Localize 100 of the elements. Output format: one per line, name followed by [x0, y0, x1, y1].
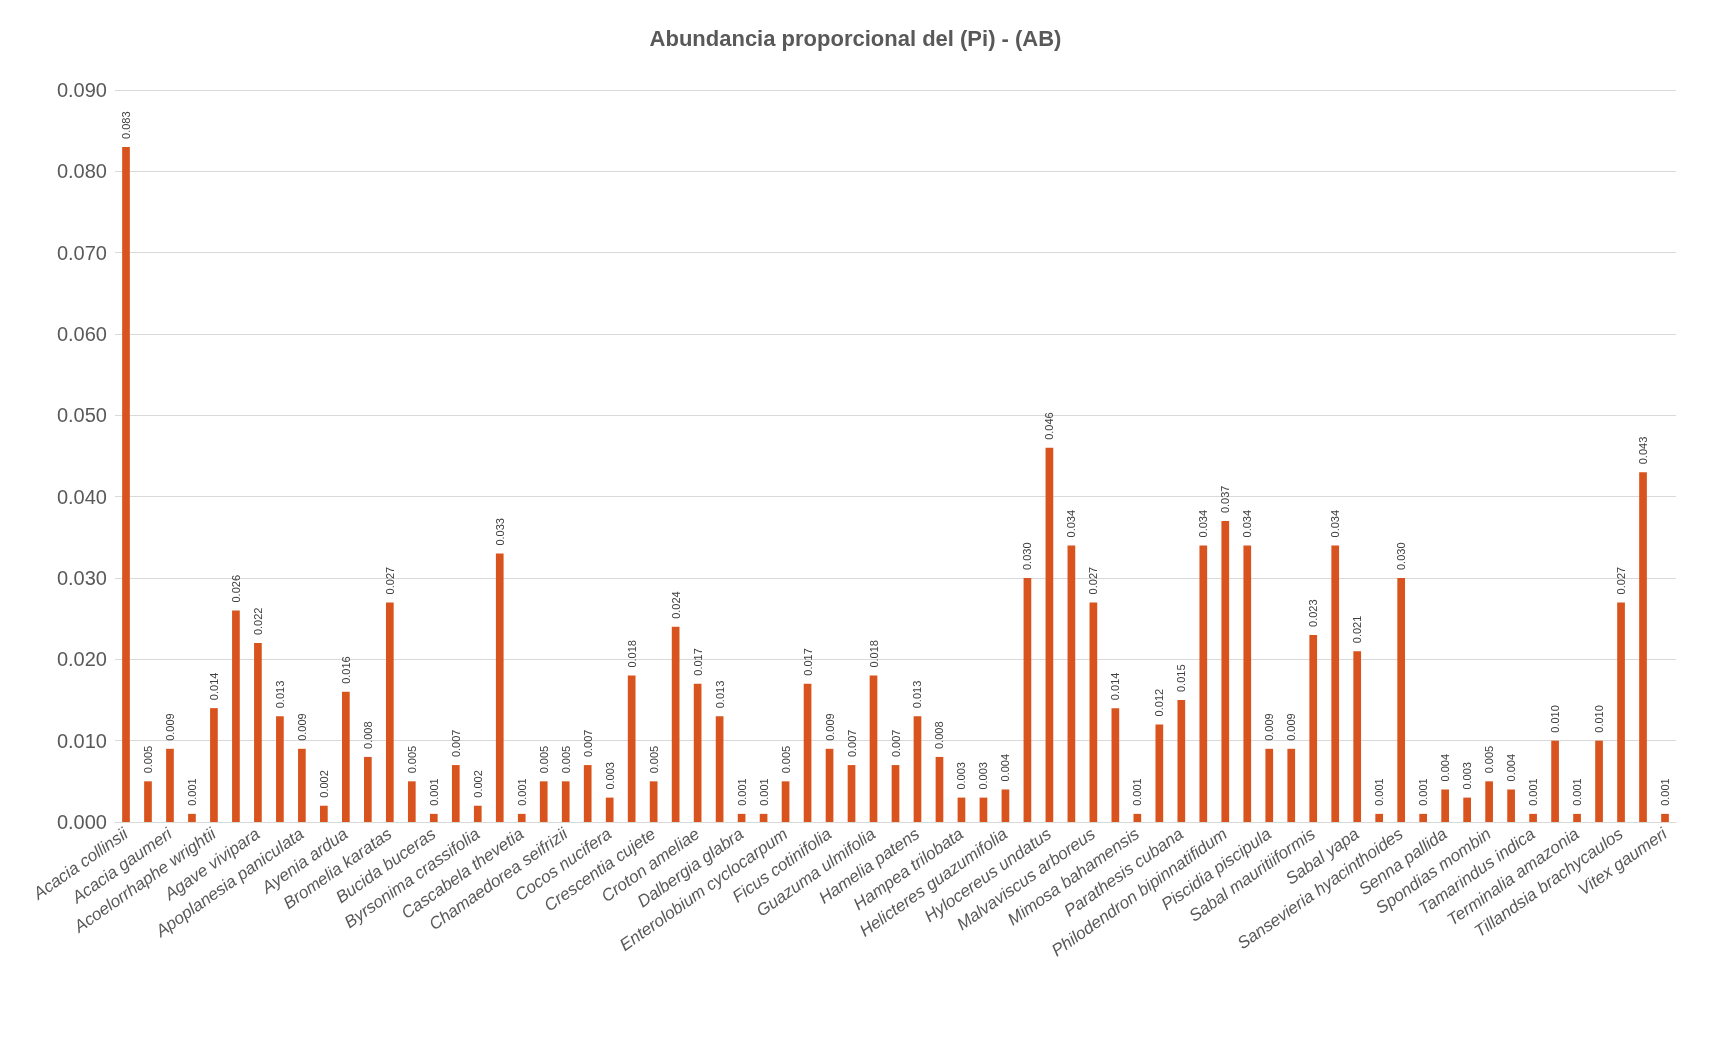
- data-label: 0.010: [1549, 705, 1562, 733]
- bar: [1265, 748, 1274, 822]
- bar: [1155, 724, 1164, 822]
- bar: [803, 683, 812, 822]
- data-label: 0.030: [1395, 542, 1408, 570]
- data-label: 0.030: [1021, 542, 1034, 570]
- data-label: 0.001: [1571, 778, 1584, 806]
- bar: [188, 813, 196, 822]
- bar: [693, 683, 702, 822]
- bar: [517, 813, 526, 822]
- data-label: 0.034: [1241, 509, 1254, 538]
- data-label: 0.007: [845, 729, 858, 758]
- data-label: 0.027: [1615, 566, 1628, 595]
- bar: [847, 765, 856, 822]
- bar: [1331, 545, 1340, 822]
- bar: [210, 708, 218, 822]
- data-label: 0.001: [1417, 778, 1430, 806]
- data-label: 0.005: [779, 745, 792, 774]
- data-label: 0.004: [999, 753, 1012, 782]
- bar: [1287, 748, 1296, 822]
- bar: [320, 805, 328, 822]
- bar: [1595, 740, 1603, 822]
- data-label: 0.004: [1505, 753, 1518, 782]
- data-label: 0.027: [383, 566, 396, 595]
- bar: [1001, 789, 1010, 822]
- bar: [825, 748, 834, 822]
- data-label: 0.022: [251, 607, 264, 636]
- bar: [1661, 813, 1669, 822]
- data-label: 0.005: [141, 745, 154, 774]
- bar: [407, 781, 416, 822]
- data-label: 0.007: [889, 729, 902, 758]
- bar: [1463, 797, 1471, 822]
- bar: [254, 643, 262, 822]
- bar: [429, 813, 438, 822]
- data-label: 0.012: [1153, 688, 1166, 717]
- data-label: 0.010: [1593, 705, 1606, 733]
- bar: [495, 553, 504, 822]
- bar: [1639, 472, 1647, 822]
- y-tick-label: 0.010: [56, 729, 107, 752]
- chart-title: Abundancia proporcional del (Pi) - (AB): [649, 25, 1062, 51]
- data-label: 0.013: [273, 680, 286, 709]
- data-label: 0.014: [1109, 672, 1122, 701]
- data-label: 0.034: [1197, 509, 1210, 538]
- data-label: 0.002: [471, 770, 484, 798]
- data-label: 0.003: [603, 762, 616, 790]
- bar: [342, 691, 350, 822]
- data-label: 0.016: [339, 656, 352, 684]
- data-label: 0.007: [581, 729, 594, 758]
- data-label: 0.001: [1373, 778, 1386, 806]
- bar: [1375, 813, 1384, 822]
- bar: [627, 675, 636, 822]
- data-label: 0.001: [757, 778, 770, 806]
- bar: [1243, 545, 1252, 822]
- y-tick-label: 0.060: [56, 323, 107, 345]
- data-label: 0.005: [1483, 745, 1496, 774]
- bar: [1441, 789, 1449, 822]
- data-label: 0.008: [933, 721, 946, 749]
- bar: [539, 781, 548, 822]
- data-label: 0.014: [207, 672, 220, 701]
- data-label: 0.043: [1637, 436, 1650, 465]
- bar: [1177, 700, 1186, 822]
- bar: [869, 675, 878, 822]
- bar: [935, 756, 944, 822]
- bar: [1617, 602, 1625, 822]
- bar: [715, 716, 724, 822]
- bar: [671, 626, 680, 822]
- data-label: 0.027: [1087, 566, 1100, 595]
- y-tick-label: 0.040: [56, 485, 107, 508]
- data-label: 0.033: [493, 518, 506, 546]
- data-label: 0.024: [669, 591, 682, 619]
- y-tick-label: 0.030: [56, 567, 107, 589]
- bar: [1221, 521, 1230, 822]
- data-label: 0.018: [867, 640, 880, 668]
- data-label: 0.034: [1329, 509, 1342, 538]
- bar: [1551, 740, 1559, 822]
- data-label: 0.018: [625, 640, 638, 668]
- data-label: 0.001: [427, 778, 440, 806]
- y-tick-label: 0.080: [56, 160, 107, 183]
- data-label: 0.023: [1307, 599, 1320, 627]
- bar: [473, 805, 482, 822]
- data-label: 0.034: [1065, 509, 1078, 538]
- data-label: 0.003: [977, 762, 990, 790]
- bar: [1397, 578, 1406, 822]
- data-label: 0.009: [1285, 713, 1298, 741]
- bar: [1309, 634, 1318, 822]
- bar: [605, 797, 614, 822]
- bar: [1573, 813, 1581, 822]
- data-label: 0.009: [823, 713, 836, 741]
- data-label: 0.037: [1219, 485, 1232, 514]
- data-label: 0.005: [537, 745, 550, 774]
- bar: [1419, 813, 1428, 822]
- bar: [363, 756, 372, 822]
- data-label: 0.046: [1043, 412, 1056, 440]
- bar: [1529, 813, 1537, 822]
- data-label: 0.002: [317, 770, 330, 798]
- bar: [276, 716, 284, 822]
- data-label: 0.021: [1351, 615, 1364, 644]
- data-label: 0.009: [1263, 713, 1276, 741]
- data-label: 0.017: [691, 648, 704, 676]
- y-tick-label: 0.050: [56, 404, 107, 427]
